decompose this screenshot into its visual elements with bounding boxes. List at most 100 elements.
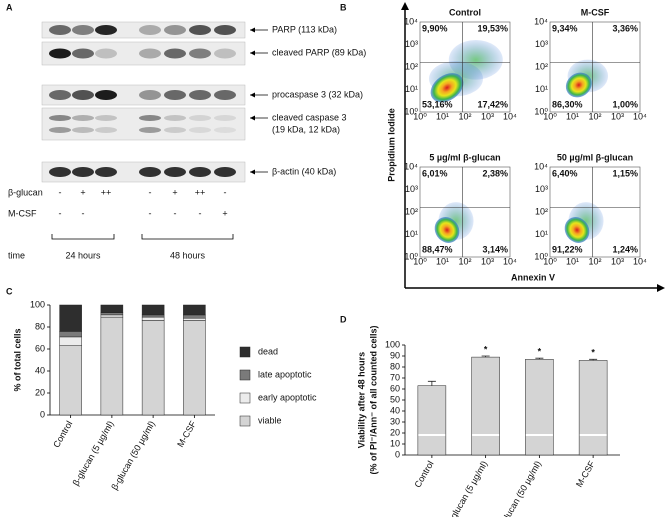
bar: [417, 385, 447, 456]
treatment-sign: ++: [101, 187, 112, 197]
treatment-label: M-CSF: [8, 208, 37, 218]
panel-label: D: [340, 314, 347, 324]
band-label: β-actin (40 kDa): [272, 166, 336, 176]
blot-band: [49, 25, 71, 35]
flow-tick: 10¹: [566, 256, 579, 266]
quadrant-value: 1,00%: [612, 99, 638, 109]
x-tick-label: β-glucan (50 µg/ml): [496, 459, 544, 517]
blot-band: [214, 115, 236, 121]
blot-band: [95, 90, 117, 100]
arrow-head: [250, 27, 255, 33]
y-tick-label: 80: [35, 321, 45, 331]
blot-band: [214, 48, 236, 59]
panel-label: A: [6, 2, 13, 12]
flow-tick: 10⁰: [404, 106, 418, 116]
treatment-sign: -: [224, 187, 227, 197]
flow-tick: 10²: [405, 206, 418, 216]
blot-band: [214, 25, 236, 35]
band-label: procaspase 3 (32 kDa): [272, 89, 363, 99]
flow-tick: 10²: [535, 206, 548, 216]
flow-tick: 10⁰: [534, 251, 548, 261]
blot-band: [139, 90, 161, 100]
bar-segment: [59, 331, 82, 338]
quadrant-value: 53,16%: [422, 99, 453, 109]
legend-label: viable: [258, 415, 282, 425]
bar-segment: [100, 316, 124, 416]
blot-band: [139, 25, 161, 35]
flow-tick: 10³: [535, 39, 548, 49]
event-density: [564, 217, 590, 243]
blot-band: [189, 127, 211, 133]
y-tick-label: 60: [35, 343, 45, 353]
flow-tick: 10⁰: [404, 251, 418, 261]
bar-segment: [59, 304, 82, 332]
y-tick-label: 0: [395, 449, 400, 459]
event-density: [434, 217, 460, 243]
plot-title: Control: [449, 7, 481, 17]
arrow-head: [401, 2, 409, 10]
blot-band: [189, 115, 211, 121]
bar: [525, 359, 554, 456]
significance: *: [591, 348, 595, 358]
flow-tick: 10¹: [405, 84, 418, 94]
y-tick-label: 40: [35, 365, 45, 375]
flow-tick: 10¹: [535, 84, 548, 94]
axis-label: Propidium Iodide: [386, 108, 396, 182]
bar-segment: [100, 314, 124, 318]
blot-band: [72, 25, 94, 35]
blot-band: [49, 48, 71, 59]
x-tick-label: M-CSF: [574, 459, 597, 489]
y-tick-label: 60: [390, 383, 400, 393]
flow-tick: 10⁰: [534, 106, 548, 116]
flow-tick: 10⁴: [633, 256, 647, 266]
treatment-sign: -: [199, 208, 202, 218]
blot-band: [72, 90, 94, 100]
flow-tick: 10³: [611, 111, 624, 121]
flow-tick: 10³: [405, 39, 418, 49]
plot-title: 50 µg/ml β-glucan: [557, 152, 633, 162]
quadrant-value: 17,42%: [477, 99, 508, 109]
flow-tick: 10⁴: [633, 111, 647, 121]
x-tick-label: β-glucan (50 µg/ml): [109, 419, 157, 491]
y-tick-label: 10: [390, 438, 400, 448]
blot-band: [164, 90, 186, 100]
blot-band: [164, 167, 186, 177]
flow-tick: 10¹: [566, 111, 579, 121]
flow-tick: 10³: [481, 111, 494, 121]
flow-tick: 10²: [458, 256, 471, 266]
blot-band: [72, 115, 94, 121]
axis-label: Annexin V: [511, 272, 555, 282]
y-tick-label: 40: [390, 405, 400, 415]
band-label: PARP (113 kDa): [272, 24, 337, 34]
blot-band: [72, 48, 94, 59]
y-tick-label: 20: [390, 427, 400, 437]
error-bar: [535, 357, 544, 360]
bar-segment: [141, 316, 165, 321]
band-label: (19 kDa, 12 kDa): [272, 124, 340, 134]
blot-band: [139, 48, 161, 59]
bar-segment: [100, 312, 124, 316]
time-label: time: [8, 250, 25, 260]
quadrant-value: 3,36%: [612, 23, 638, 33]
treatment-sign: -: [174, 208, 177, 218]
event-density: [430, 73, 464, 103]
flow-tick: 10²: [535, 61, 548, 71]
arrow-head: [657, 284, 665, 292]
quadrant-value: 91,22%: [552, 244, 583, 254]
treatment-sign: -: [149, 208, 152, 218]
treatment-sign: +: [222, 208, 227, 218]
flow-tick: 10²: [588, 111, 601, 121]
blot-band: [164, 48, 186, 59]
arrow-head: [250, 169, 255, 175]
flow-tick: 10³: [481, 256, 494, 266]
flow-tick: 10⁴: [503, 256, 517, 266]
significance: *: [538, 347, 542, 357]
flow-tick: 10⁰: [413, 256, 427, 266]
significance: *: [484, 344, 488, 354]
bar-segment: [59, 345, 82, 416]
error-bar: [589, 358, 598, 361]
time-group: 24 hours: [65, 250, 101, 260]
y-tick-label: 70: [390, 372, 400, 382]
y-tick-label: 100: [385, 339, 400, 349]
